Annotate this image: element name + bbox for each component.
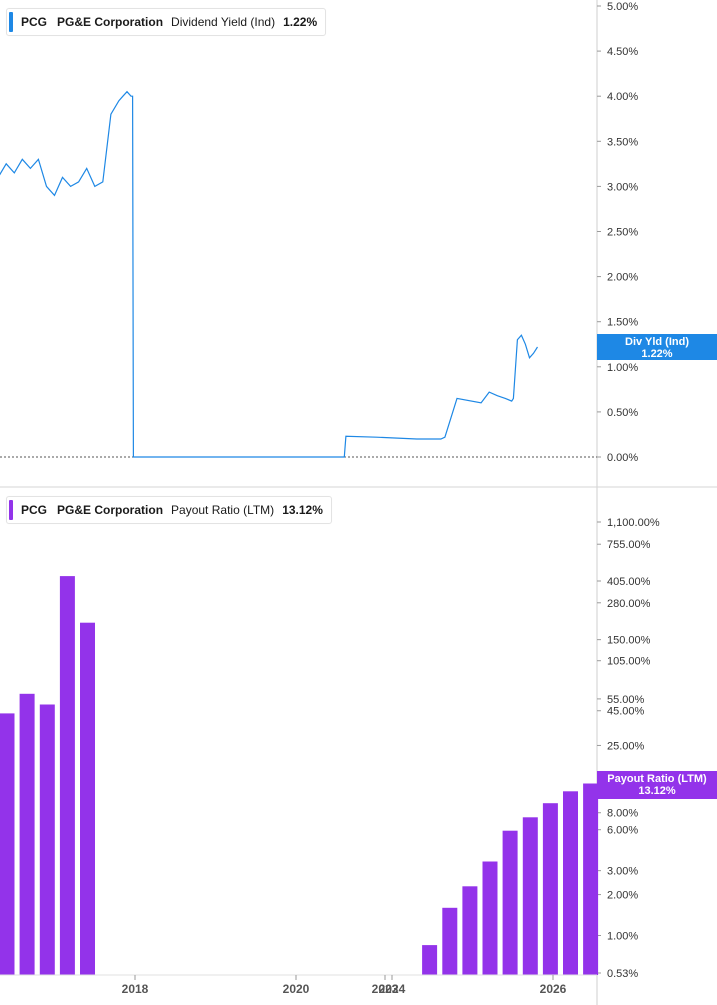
payout-ratio-panel: 1,100.00% 755.00% 405.00% 280.00% 150.00% 105…	[0, 517, 660, 980]
y-tick-label: 6.00%	[607, 825, 638, 837]
payout-ratio-bar	[442, 907, 458, 975]
y-tick-label: 1,100.00%	[607, 517, 660, 529]
payout-ratio-legend[interactable]: PCG PG&E Corporation Payout Ratio (LTM) …	[6, 496, 332, 524]
x-tick-label: 2024	[379, 982, 406, 996]
x-tick-label: 2020	[283, 982, 310, 996]
payout-ratio-bar	[583, 783, 599, 975]
x-tick-label: 2026	[540, 982, 567, 996]
badge-label: Payout Ratio (LTM)	[607, 773, 707, 785]
legend-value: 1.22%	[283, 15, 318, 29]
payout-ratio-bar	[19, 693, 35, 975]
legend-company: PG&E Corporation	[57, 503, 164, 517]
legend-company: PG&E Corporation	[57, 15, 164, 29]
series-swatch	[9, 500, 13, 520]
payout-ratio-badge: Payout Ratio (LTM) 13.12%	[597, 771, 717, 799]
payout-ratio-bar	[462, 886, 478, 975]
payout-ratio-bar	[39, 704, 55, 975]
payout-ratio-bar	[482, 861, 498, 975]
payout-ratio-bar	[522, 817, 538, 975]
y-tick-label: 4.50%	[607, 46, 638, 58]
y-tick-label: 55.00%	[607, 694, 645, 706]
badge-value: 1.22%	[641, 348, 673, 360]
y-tick-label: 2.50%	[607, 227, 638, 239]
dividend-yield-line	[0, 90, 539, 458]
legend-ticker: PCG	[21, 503, 48, 517]
x-tick-label: 2018	[122, 982, 149, 996]
y-tick-label: 755.00%	[607, 539, 651, 551]
y-tick-label: 5.00%	[607, 1, 638, 13]
y-tick-label: 4.00%	[607, 91, 638, 103]
y-tick-label: 8.00%	[607, 808, 638, 820]
payout-ratio-bar	[80, 622, 95, 975]
payout-ratio-bar	[542, 803, 558, 975]
x-tick-label: 2023	[372, 982, 399, 996]
y-tick-label: 105.00%	[607, 656, 651, 668]
y-tick-label: 0.00%	[607, 452, 638, 464]
series-swatch	[9, 12, 13, 32]
payout-ratio-bar	[0, 713, 15, 975]
y-tick-label: 405.00%	[607, 576, 651, 588]
y-tick-label: 280.00%	[607, 598, 651, 610]
y-tick-label: 3.00%	[607, 181, 638, 193]
y-tick-label: 1.00%	[607, 362, 638, 374]
y-tick-label: 1.50%	[607, 317, 638, 329]
y-tick-label: 0.50%	[607, 407, 638, 419]
y-tick-label: 0.53%	[607, 968, 638, 980]
y-tick-label: 150.00%	[607, 635, 651, 647]
dividend-yield-badge: Div Yld (Ind) 1.22%	[597, 334, 717, 360]
dividend-yield-legend[interactable]: PCG PG&E Corporation Dividend Yield (Ind…	[6, 8, 327, 36]
y-tick-label: 3.50%	[607, 136, 638, 148]
y-tick-label: 3.00%	[607, 866, 638, 878]
legend-ticker: PCG	[21, 15, 48, 29]
y-tick-label: 1.00%	[607, 931, 638, 943]
payout-ratio-bar	[502, 830, 518, 975]
payout-ratio-bar	[422, 945, 438, 975]
legend-metric: Payout Ratio (LTM)	[171, 503, 275, 517]
payout-ratio-bar	[59, 576, 75, 975]
y-tick-label: 25.00%	[607, 740, 645, 752]
legend-value: 13.12%	[282, 503, 323, 517]
y-tick-label: 45.00%	[607, 706, 645, 718]
y-tick-label: 2.00%	[607, 272, 638, 284]
y-tick-label: 2.00%	[607, 890, 638, 902]
legend-metric: Dividend Yield (Ind)	[171, 15, 276, 29]
payout-ratio-bar	[563, 791, 578, 975]
badge-label: Div Yld (Ind)	[625, 336, 689, 348]
badge-value: 13.12%	[638, 785, 676, 797]
